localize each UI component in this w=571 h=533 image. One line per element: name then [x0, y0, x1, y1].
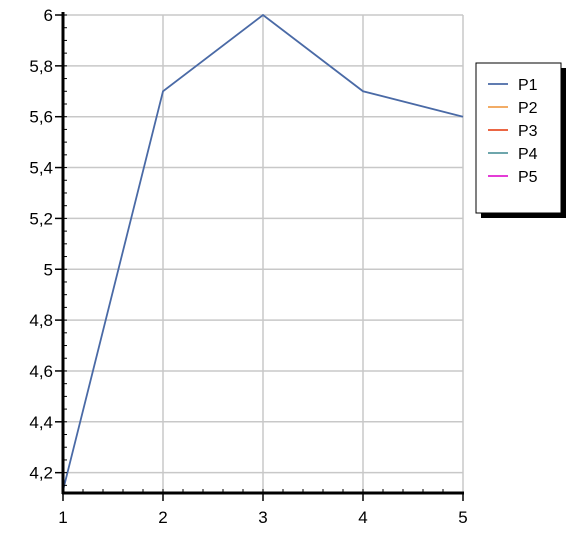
y-tick-label-9: 6	[44, 6, 53, 25]
y-tick-label-4: 5	[44, 260, 53, 279]
legend-box	[475, 62, 562, 214]
y-tick-label-7: 5,6	[29, 108, 53, 127]
y-tick-label-2: 4,6	[29, 362, 53, 381]
legend: P1 P2 P3 P4 P5	[475, 62, 566, 218]
legend-label-p4: P4	[518, 146, 538, 163]
x-tick-label-0: 1	[58, 508, 67, 527]
y-tick-label-3: 4,8	[29, 311, 53, 330]
legend-label-p3: P3	[518, 123, 538, 140]
x-tick-label-1: 2	[158, 508, 167, 527]
x-tick-label-4: 5	[458, 508, 467, 527]
y-tick-label-8: 5,8	[29, 57, 53, 76]
x-tick-label-2: 3	[258, 508, 267, 527]
legend-label-p1: P1	[518, 77, 538, 94]
y-tick-label-0: 4,2	[29, 464, 53, 483]
x-axis-ticks: 1 2 3 4 5	[58, 493, 468, 527]
y-tick-label-6: 5,4	[29, 159, 53, 178]
y-axis-ticks: 4,2 4,4 4,6 4,8 5 5,2 5,4 5,6 5,8 6	[29, 6, 63, 483]
x-tick-label-3: 4	[358, 508, 367, 527]
y-tick-label-1: 4,4	[29, 413, 53, 432]
y-tick-label-5: 5,2	[29, 209, 53, 228]
legend-label-p2: P2	[518, 100, 538, 117]
legend-label-p5: P5	[518, 169, 538, 186]
